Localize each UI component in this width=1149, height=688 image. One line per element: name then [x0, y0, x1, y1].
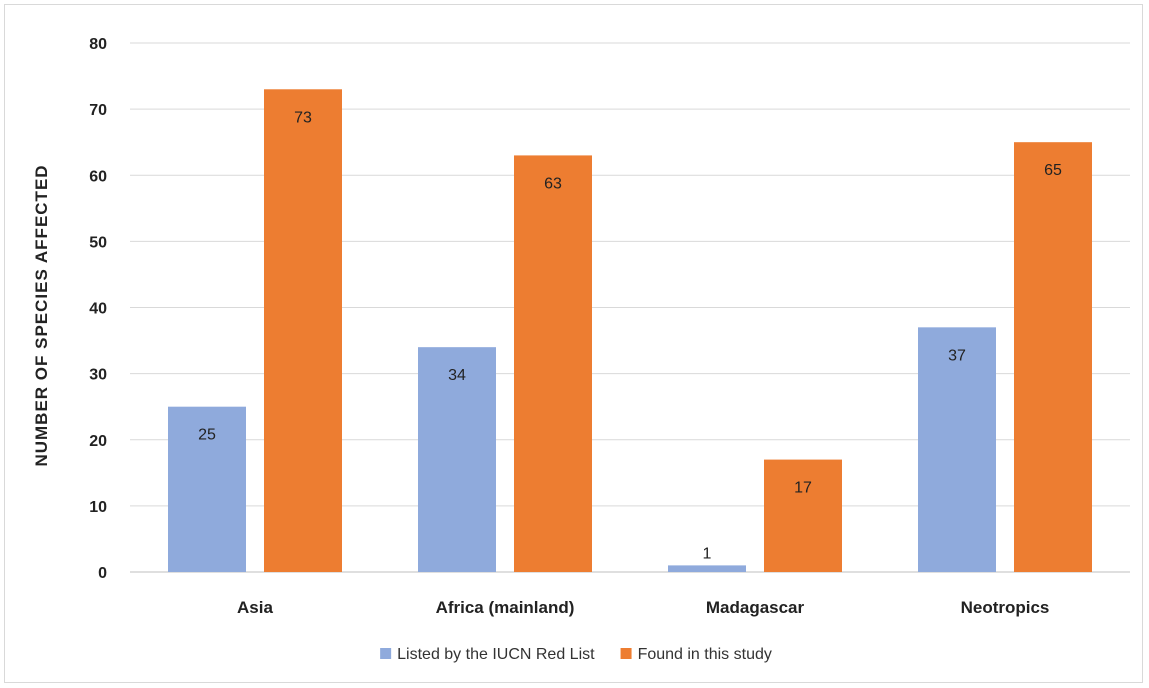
bar [764, 459, 842, 572]
x-category-label: Madagascar [706, 598, 805, 617]
bar [1014, 142, 1092, 572]
x-category-label: Africa (mainland) [436, 598, 575, 617]
bars: 25 73 34 63 1 17 37 65 [168, 89, 1092, 572]
bar [418, 347, 496, 572]
legend-swatch [620, 648, 632, 659]
legend-label: Listed by the IUCN Red List [397, 646, 595, 663]
data-label: 1 [703, 545, 712, 562]
data-label: 63 [544, 175, 562, 192]
y-tick-label: 80 [89, 36, 107, 53]
data-label: 65 [1044, 162, 1062, 179]
data-label: 73 [294, 109, 312, 126]
x-category-label: Asia [237, 598, 273, 617]
x-category-label: Neotropics [961, 598, 1050, 617]
data-label: 34 [448, 367, 466, 384]
y-tick-label: 30 [89, 367, 107, 384]
bar [264, 89, 342, 572]
y-axis-ticks: 0 10 20 30 40 50 60 70 80 [89, 36, 107, 582]
bar [918, 327, 996, 572]
y-tick-label: 50 [89, 234, 107, 251]
y-tick-label: 20 [89, 433, 107, 450]
legend-swatch [380, 648, 392, 659]
y-tick-label: 70 [89, 102, 107, 119]
bar [668, 565, 746, 572]
legend: Listed by the IUCN Red List Found in this… [380, 646, 772, 663]
y-tick-label: 60 [89, 168, 107, 185]
y-tick-label: 0 [98, 565, 107, 582]
data-label: 37 [948, 347, 966, 364]
y-axis-label: NUMBER OF SPECIES AFFECTED [32, 164, 51, 466]
legend-label: Found in this study [638, 646, 772, 663]
y-tick-label: 40 [89, 301, 107, 318]
y-tick-label: 10 [89, 499, 107, 516]
bar [168, 406, 246, 572]
bar [514, 155, 592, 572]
data-label: 17 [794, 480, 812, 497]
data-label: 25 [198, 427, 216, 444]
x-axis-categories: Asia Africa (mainland) Madagascar Neotropic… [237, 598, 1049, 617]
